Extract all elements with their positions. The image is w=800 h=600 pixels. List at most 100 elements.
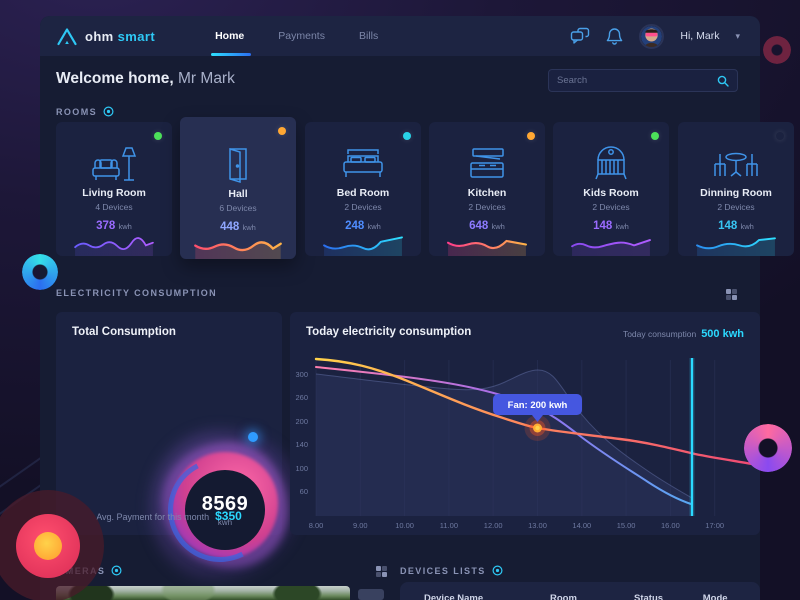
search-input[interactable] [557,75,717,86]
room-name: Kitchen [467,187,507,199]
room-devices: 4 Devices [95,202,133,212]
camera-feed-thumbnail[interactable] [56,586,350,600]
svg-text:60: 60 [300,487,308,496]
bed-icon [340,144,386,184]
room-devices: 6 Devices [219,202,257,213]
col-device-name[interactable]: Device Name [424,593,484,600]
nav-tabs: Home Payments Bills [211,16,379,56]
avg-payment-value: $350 [215,509,242,523]
room-kwh: 148 kwh [718,220,754,232]
target-icon[interactable] [103,106,114,117]
door-icon [218,144,258,185]
data-point-marker[interactable] [524,415,551,441]
target-icon[interactable] [492,565,503,576]
total-kwh-unit: kwh [217,518,233,527]
search-icon[interactable] [717,75,729,87]
room-devices: 2 Devices [717,202,755,212]
room-name: Hall [228,187,248,200]
room-kwh: 248 kwh [345,220,381,232]
col-mode[interactable]: Mode [702,593,728,600]
room-name: Dinning Room [700,187,772,199]
top-nav: ohm smart Home Payments Bills Hi, Mark [40,16,760,56]
room-name: Living Room [82,187,146,199]
devices-table-header: Device Name Room Status Mode [400,593,760,600]
y-axis-labels: 300 260 200 140 100 60 [295,370,308,496]
room-card-living-room[interactable]: Living Room 4 Devices 378 kwh [56,122,172,256]
svg-text:15.00: 15.00 [617,521,636,530]
ring-progress-dot [248,432,258,442]
svg-text:16.00: 16.00 [661,521,680,530]
tab-home[interactable]: Home [211,16,252,56]
dining-table-icon [712,144,760,184]
total-kwh-value: 8569 [201,493,249,515]
svg-text:8.00: 8.00 [309,521,324,530]
tab-bills[interactable]: Bills [358,30,379,42]
devices-section-label: DEVICES LISTS [400,565,503,576]
electricity-section-label: ELECTRICITY CONSUMPTION [56,288,218,298]
logo-text: ohm smart [85,28,156,44]
tooltip-label: Fan: 200 kwh [508,400,568,411]
layout-grid-icon[interactable] [726,289,737,300]
today-consumption-card: Today electricity consumption Today cons… [290,312,760,535]
layout-grid-icon[interactable] [376,566,387,577]
cameras-section-label: CAMERAS [50,565,122,576]
greeting-label[interactable]: Hi, Mark [680,30,720,42]
notifications-icon[interactable] [606,27,623,46]
svg-text:10.00: 10.00 [395,521,414,530]
room-card-hall[interactable]: Hall 6 Devices 448 kwh [180,117,296,259]
status-dot [527,132,535,140]
devices-list-card [400,582,760,600]
room-sparkline [571,239,651,256]
avatar[interactable] [639,23,665,49]
room-card-kitchen[interactable]: Kitchen 2 Devices 648 kwh [429,122,545,256]
room-devices: 2 Devices [344,202,382,212]
nav-right: Hi, Mark ▾ [570,23,740,49]
target-icon[interactable] [111,565,122,576]
status-dot [651,132,659,140]
room-name: Bed Room [336,187,390,199]
status-dot [278,127,286,135]
decor-ring-red [763,36,791,64]
room-sparkline [74,237,154,256]
svg-text:9.00: 9.00 [353,521,368,530]
area-series [316,370,692,516]
col-status[interactable]: Status [634,593,664,600]
crib-icon [590,144,632,184]
today-consumption-legend: Today consumption 500 kwh [622,328,744,340]
room-devices: 2 Devices [592,202,630,212]
search-box [548,69,738,92]
chevron-down-icon[interactable]: ▾ [735,30,740,41]
svg-text:260: 260 [295,393,308,402]
app-logo[interactable]: ohm smart [56,27,155,46]
avg-payment-row: Avg. Payment for this month $350 [96,509,242,523]
line-chart[interactable]: Fan: 200 kwh 300 260 200 140 100 60 8.00 9.0… [290,312,760,535]
messages-icon[interactable] [570,27,590,45]
ring-chart-value: 8569 kwh [185,470,265,550]
sofa-lamp-icon [91,144,137,184]
camera-scroll-thumb[interactable] [358,589,384,600]
today-kwh-value: 500 kwh [701,328,744,340]
svg-text:140: 140 [295,440,308,449]
logo-icon [57,27,77,45]
room-card-kids-room[interactable]: Kids Room 2 Devices 148 kwh [553,122,669,256]
status-dot [776,132,784,140]
svg-text:13.00: 13.00 [528,521,547,530]
status-dot [154,132,162,140]
tab-payments[interactable]: Payments [278,30,325,42]
room-card-bed-room[interactable]: Bed Room 2 Devices 248 kwh [305,122,421,256]
room-name: Kids Room [583,187,639,199]
room-kwh: 648 kwh [469,220,505,232]
room-sparkline [194,241,282,259]
chart-title: Today electricity consumption [306,326,472,338]
room-sparkline [323,236,403,256]
svg-text:11.00: 11.00 [440,521,458,530]
page-title: Welcome home, Mr Mark [56,70,235,87]
room-sparkline [696,237,776,256]
x-axis-labels: 8.00 9.00 10.00 11.00 12.00 13.00 14.00 15.0… [309,521,724,530]
room-kwh: 378 kwh [96,220,132,232]
room-card-dinning-room[interactable]: Dinning Room 2 Devices 148 kwh [678,122,794,256]
status-dot [403,132,411,140]
room-kwh: 148 kwh [593,220,629,232]
card-title: Total Consumption [72,326,176,338]
col-room[interactable]: Room [550,593,577,600]
